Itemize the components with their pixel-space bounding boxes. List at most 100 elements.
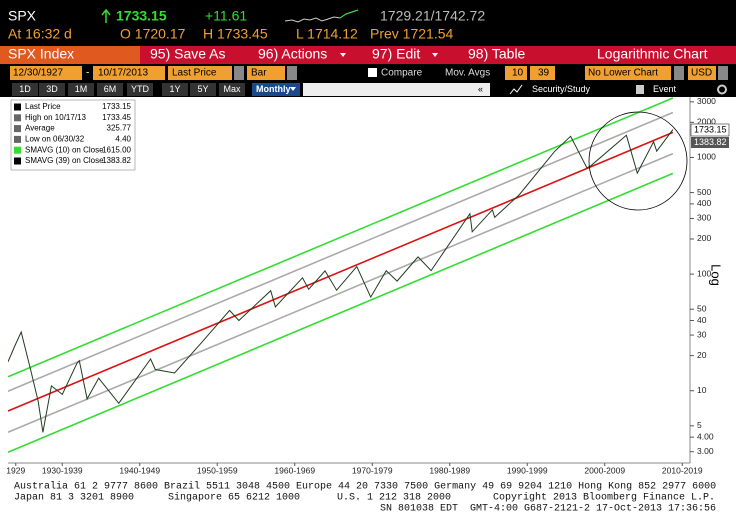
y-tick-label: 10 bbox=[697, 385, 707, 395]
lower-chart[interactable]: No Lower Chart bbox=[588, 68, 658, 79]
event[interactable]: Event bbox=[653, 84, 677, 94]
channel-line bbox=[8, 172, 674, 453]
dropdown-button[interactable] bbox=[287, 66, 297, 80]
date-separator: - bbox=[86, 68, 89, 79]
security-study[interactable]: Security/Study bbox=[532, 84, 591, 94]
security[interactable]: SPX Index bbox=[8, 46, 74, 62]
period-label[interactable]: Max bbox=[223, 84, 241, 94]
dropdown-icon bbox=[340, 53, 346, 57]
checkbox[interactable] bbox=[368, 68, 377, 77]
x-tick-label: 2000-2009 bbox=[584, 465, 625, 475]
prev-close: Prev 1721.54 bbox=[370, 26, 453, 42]
x-tick-label: 1980-1989 bbox=[429, 465, 470, 475]
frequency-box[interactable] bbox=[252, 83, 300, 96]
legend-value: 1733.15 bbox=[102, 102, 131, 111]
period-button[interactable] bbox=[162, 83, 188, 96]
period-button[interactable] bbox=[219, 83, 245, 96]
field[interactable]: Last Price bbox=[172, 68, 217, 79]
study-icon bbox=[509, 84, 523, 95]
legend: Last Price 1733.15 High on 10/17/13 1733.45… bbox=[10, 99, 136, 171]
y-tick-label: 20 bbox=[697, 350, 707, 360]
channel-line bbox=[8, 111, 674, 392]
y-tick-label: 50 bbox=[697, 303, 707, 313]
style[interactable]: Bar bbox=[251, 68, 267, 79]
lower-box[interactable] bbox=[585, 66, 671, 80]
period-button[interactable] bbox=[97, 83, 123, 96]
footer-item: Singapore 65 6212 1000 bbox=[168, 492, 300, 504]
footer-line: Australia 61 2 9777 8600 Brazil 5511 304… bbox=[14, 481, 716, 493]
controls: 12/30/1927 - 10/17/2013 Last Price Bar C… bbox=[10, 66, 728, 80]
frequency[interactable]: Monthly bbox=[256, 84, 291, 94]
legend-label: Low on 06/30/32 bbox=[25, 135, 85, 144]
security-box[interactable] bbox=[0, 46, 140, 64]
plot-area bbox=[8, 97, 674, 453]
footer-line: SN 801038 EDT GMT-4:00 G687-2121-2 17-Oc… bbox=[380, 504, 716, 515]
currency-box[interactable] bbox=[688, 66, 716, 80]
start-date[interactable]: 12/30/1927 bbox=[13, 68, 63, 79]
start-box[interactable] bbox=[10, 66, 82, 80]
legend-label: High on 10/17/13 bbox=[25, 113, 86, 122]
legend-swatch bbox=[14, 157, 21, 165]
search-strip[interactable] bbox=[303, 83, 490, 96]
settings-icon[interactable] bbox=[717, 84, 727, 95]
legend-label: SMAVG (39) on Close bbox=[25, 156, 104, 165]
price-tag-label: 1733.15 bbox=[694, 124, 727, 134]
legend-swatch bbox=[14, 114, 21, 122]
collapse[interactable]: « bbox=[478, 84, 483, 94]
x-tick-label: 2010-2019 bbox=[662, 465, 703, 475]
period-label[interactable]: 5Y bbox=[197, 84, 208, 94]
y-tick-label: 3000 bbox=[697, 96, 716, 106]
period-label[interactable]: YTD bbox=[131, 84, 150, 94]
menu-item[interactable]: 97) Edit bbox=[372, 46, 420, 62]
y-tick-label: 2000 bbox=[697, 117, 716, 127]
axis-label: Log bbox=[709, 264, 724, 286]
price-tag bbox=[691, 137, 729, 148]
period-bar: Monthly « Security/Study Event 1D 3D 1M 6M Y… bbox=[12, 83, 727, 96]
period-button[interactable] bbox=[68, 83, 94, 96]
high: H 1733.45 bbox=[203, 26, 268, 42]
y-tick-label: 30 bbox=[697, 329, 707, 339]
time: At 16:32 d bbox=[8, 26, 72, 42]
open: O 1720.17 bbox=[120, 26, 186, 42]
mov-avgs[interactable]: Mov. Avgs bbox=[445, 68, 490, 79]
event-icon bbox=[636, 85, 644, 94]
dropdown-button[interactable] bbox=[718, 66, 728, 80]
period-button[interactable] bbox=[12, 83, 38, 96]
dropdown-icon bbox=[432, 53, 438, 57]
end-box[interactable] bbox=[93, 66, 165, 80]
highlight-circle bbox=[588, 111, 688, 211]
x-tick-label: 1929 bbox=[6, 465, 25, 475]
period-label[interactable]: 1M bbox=[75, 84, 88, 94]
period-label[interactable]: 6M bbox=[104, 84, 117, 94]
menu-item[interactable]: 96) Actions bbox=[258, 46, 327, 62]
dropdown-button[interactable] bbox=[674, 66, 684, 80]
period-label[interactable]: 1Y bbox=[169, 84, 180, 94]
channel-line bbox=[8, 131, 674, 412]
period-button[interactable] bbox=[190, 83, 216, 96]
menu-item[interactable]: 98) Table bbox=[468, 46, 526, 62]
axes: 300020001000500400300200100504030201054.… bbox=[6, 96, 716, 475]
y-tick-label: 3.00 bbox=[697, 446, 714, 456]
dropdown-button[interactable] bbox=[234, 66, 244, 80]
period-label[interactable]: 3D bbox=[46, 84, 58, 94]
period-label[interactable]: 1D bbox=[19, 84, 31, 94]
legend-value: 4.40 bbox=[115, 135, 131, 144]
ma2[interactable]: 39 bbox=[538, 68, 550, 79]
footer-item: U.S. 1 212 318 2000 bbox=[337, 493, 451, 504]
ma1-box[interactable] bbox=[505, 66, 527, 80]
end-date[interactable]: 10/17/2013 bbox=[98, 68, 148, 79]
ma1[interactable]: 10 bbox=[512, 68, 524, 79]
menu-item[interactable]: 95) Save As bbox=[150, 46, 226, 62]
compare[interactable]: Compare bbox=[381, 68, 423, 79]
period-button[interactable] bbox=[39, 83, 65, 96]
ma2-box[interactable] bbox=[530, 66, 555, 80]
field-box[interactable] bbox=[168, 66, 232, 80]
period-button[interactable] bbox=[127, 83, 153, 96]
currency[interactable]: USD bbox=[691, 68, 712, 79]
sparkline-tail bbox=[339, 9, 359, 19]
view-title: Logarithmic Chart bbox=[597, 46, 708, 62]
y-tick-label: 200 bbox=[697, 233, 711, 243]
menu-bar bbox=[0, 46, 736, 64]
x-tick-label: 1990-1999 bbox=[507, 465, 548, 475]
style-box[interactable] bbox=[247, 66, 285, 80]
